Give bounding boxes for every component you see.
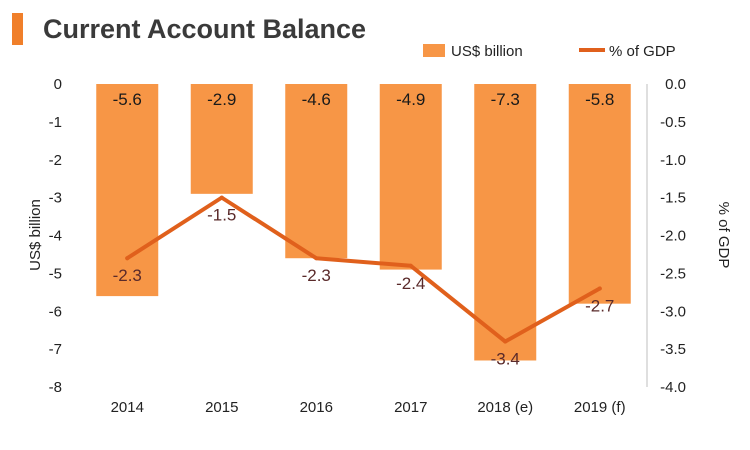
y2-tick-label: -2.0 — [660, 228, 686, 245]
y2-tick-label: -3.0 — [660, 303, 686, 320]
y-tick-label: -5 — [49, 265, 62, 282]
line-point — [408, 263, 413, 268]
line-path — [125, 195, 602, 344]
bar-value-label: -7.3 — [491, 90, 520, 109]
bar-2015 — [190, 84, 253, 194]
x-tick-label: 2015 — [205, 399, 238, 416]
y-tick-label: -8 — [49, 379, 62, 396]
y-tick-label: -7 — [49, 341, 62, 358]
x-tick-label: 2018 (e) — [477, 399, 533, 416]
y2-axis-label: % of GDP — [715, 202, 732, 269]
bar-2014 — [96, 84, 159, 297]
line-labels: -2.3 -1.5 -2.3 -2.4 -3.4 -2.7 — [113, 206, 615, 369]
x-tick-label: 2019 (f) — [574, 399, 626, 416]
y-tick-label: -1 — [49, 114, 62, 131]
bar-2016 — [285, 84, 348, 259]
line-value-label: -2.4 — [396, 274, 425, 293]
y-axis-ticks: 0 -1 -2 -3 -4 -5 -6 -7 -8 — [49, 76, 62, 396]
line-value-label: -2.7 — [585, 297, 614, 316]
bar-value-label: -5.6 — [113, 90, 142, 109]
y2-tick-label: -2.5 — [660, 265, 686, 282]
y-tick-label: 0 — [54, 76, 62, 93]
y-tick-label: -3 — [49, 190, 62, 207]
legend-label-line: % of GDP — [609, 43, 676, 60]
y2-axis-ticks: 0.0 -0.5 -1.0 -1.5 -2.0 -2.5 -3.0 -3.5 -4.0 — [660, 76, 686, 396]
x-axis-ticks: 2014 2015 2016 2017 2018 (e) 2019 (f) — [111, 399, 626, 416]
y2-tick-label: -3.5 — [660, 341, 686, 358]
title-accent-bar — [12, 13, 23, 45]
line-value-label: -1.5 — [207, 206, 236, 225]
line-point — [314, 256, 319, 261]
bar-value-label: -4.9 — [396, 90, 425, 109]
y-tick-label: -6 — [49, 303, 62, 320]
bar-2018 (e) — [474, 84, 537, 361]
legend-swatch-bar — [423, 44, 445, 57]
y2-tick-label: 0.0 — [665, 76, 686, 93]
bar-value-label: -4.6 — [302, 90, 331, 109]
y-tick-label: -2 — [49, 152, 62, 169]
y-tick-label: -4 — [49, 228, 62, 245]
bar-labels: -5.6 -2.9 -4.6 -4.9 -7.3 -5.8 — [113, 90, 615, 109]
x-tick-label: 2016 — [300, 399, 333, 416]
line-value-label: -2.3 — [113, 266, 142, 285]
x-tick-label: 2017 — [394, 399, 427, 416]
y2-tick-label: -4.0 — [660, 379, 686, 396]
y2-tick-label: -0.5 — [660, 114, 686, 131]
chart-title: Current Account Balance — [43, 14, 366, 44]
legend: US$ billion % of GDP — [423, 43, 676, 60]
bar-2017 — [379, 84, 442, 270]
bar-2019 (f) — [568, 84, 631, 304]
legend-label-bar: US$ billion — [451, 43, 523, 60]
line-point — [219, 195, 224, 200]
x-tick-label: 2014 — [111, 399, 144, 416]
line-point — [597, 286, 602, 291]
y-axis-label: US$ billion — [27, 199, 44, 271]
bar-series — [96, 84, 631, 361]
bar-value-label: -5.8 — [585, 90, 614, 109]
line-value-label: -3.4 — [491, 350, 520, 369]
line-series — [125, 195, 602, 344]
line-point — [125, 256, 130, 261]
line-point — [503, 339, 508, 344]
line-value-label: -2.3 — [302, 266, 331, 285]
y2-tick-label: -1.0 — [660, 152, 686, 169]
bar-value-label: -2.9 — [207, 90, 236, 109]
y2-tick-label: -1.5 — [660, 190, 686, 207]
